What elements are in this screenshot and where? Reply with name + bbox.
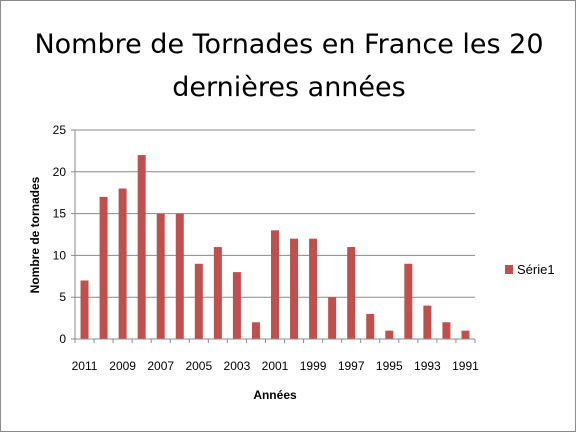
- y-tick-label: 20: [53, 165, 67, 179]
- bar: [309, 238, 318, 339]
- bar: [328, 297, 337, 339]
- bar: [385, 330, 394, 339]
- x-tick-label: 1997: [338, 359, 365, 373]
- bars: [80, 155, 470, 339]
- x-tick-label: 2009: [109, 359, 136, 373]
- x-tick-labels: 2011 2009 2007 2005 2003 2001 1999 1997 1995 1993…: [72, 359, 480, 373]
- bar: [213, 247, 222, 339]
- y-axis-title: Nombre de tornades: [28, 176, 42, 293]
- bar: [118, 188, 127, 339]
- x-tick-label: 1995: [376, 359, 403, 373]
- x-tick-label: 1999: [300, 359, 327, 373]
- bar: [442, 322, 451, 339]
- bar: [423, 305, 432, 339]
- bar: [251, 322, 260, 339]
- chart-title-line-2: dernières années: [172, 72, 405, 103]
- axes: [71, 129, 476, 343]
- bar: [175, 213, 184, 339]
- bar: [137, 155, 146, 339]
- x-tick-label: 1993: [414, 359, 441, 373]
- y-tick-label: 0: [59, 332, 66, 346]
- bar: [347, 247, 356, 339]
- bar: [194, 263, 203, 339]
- x-tick-label: 2005: [185, 359, 212, 373]
- y-tick-label: 5: [59, 290, 66, 304]
- y-tick-label: 25: [53, 123, 67, 137]
- bar: [461, 330, 470, 339]
- x-tick-label: 1991: [452, 359, 479, 373]
- bar: [156, 213, 165, 339]
- bar: [404, 263, 413, 339]
- legend-label: Série1: [517, 262, 555, 277]
- legend-swatch: [505, 265, 513, 274]
- y-tick-labels: 0 5 10 15 20 25: [53, 123, 67, 346]
- bar: [290, 238, 299, 339]
- bar: [232, 272, 241, 339]
- bar: [99, 196, 108, 339]
- x-tick-label: 2007: [147, 359, 174, 373]
- bar: [366, 313, 375, 339]
- x-tick-label: 2003: [224, 359, 251, 373]
- x-tick-label: 2011: [72, 359, 98, 373]
- bar: [80, 280, 89, 339]
- bar: [271, 230, 279, 339]
- y-tick-label: 15: [53, 207, 67, 221]
- chart-title-line-1: Nombre de Tornades en France les 20: [34, 29, 543, 60]
- x-tick-label: 2001: [262, 359, 289, 373]
- legend: Série1: [505, 262, 555, 277]
- x-axis-title: Années: [253, 388, 297, 402]
- y-tick-label: 10: [53, 248, 67, 262]
